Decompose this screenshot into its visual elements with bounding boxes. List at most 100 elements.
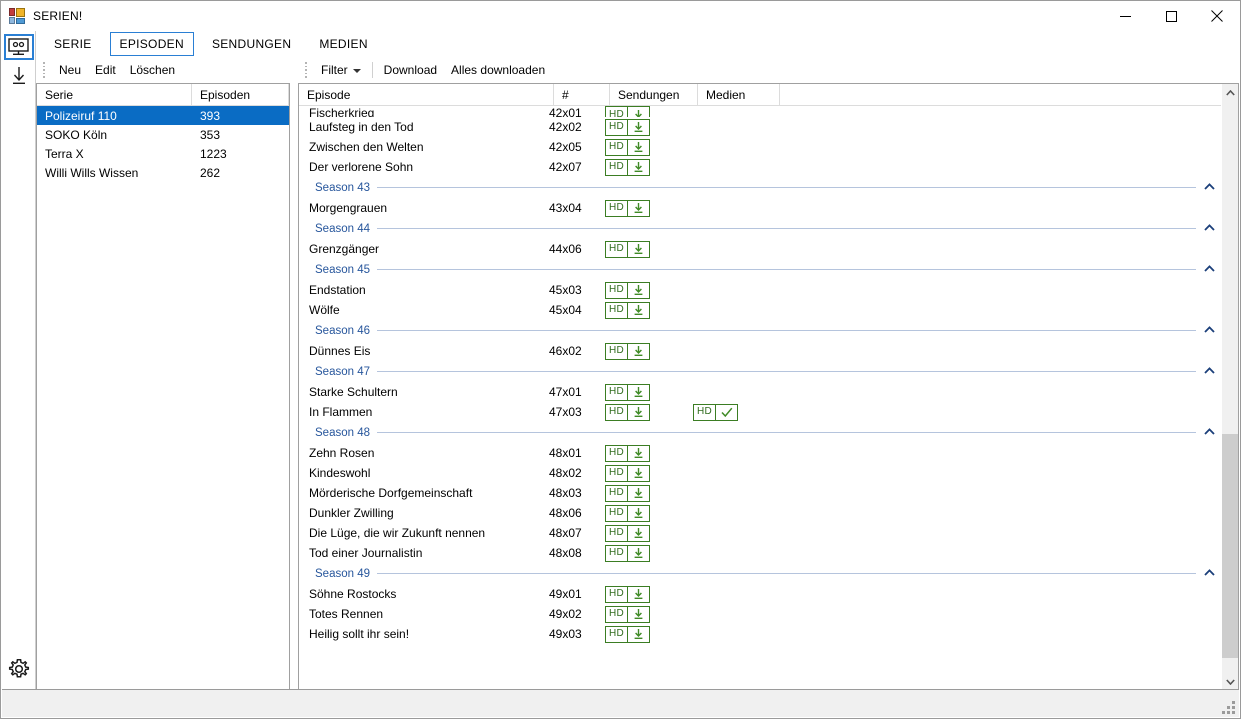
series-row[interactable]: SOKO Köln 353 — [37, 125, 289, 144]
episode-row[interactable]: Morgengrauen 43x04 HD — [299, 198, 1221, 218]
download-icon[interactable] — [628, 403, 650, 421]
filter-dropdown[interactable]: Filter — [314, 60, 368, 80]
download-icon[interactable] — [628, 625, 650, 643]
scroll-down-button[interactable] — [1222, 673, 1238, 690]
broadcast-badge[interactable]: HD — [605, 158, 650, 176]
broadcast-badge[interactable]: HD — [605, 240, 650, 258]
tab-serie[interactable]: SERIE — [54, 36, 92, 51]
broadcast-badge[interactable]: HD — [605, 106, 650, 117]
episode-row[interactable]: Söhne Rostocks 49x01 HD — [299, 584, 1221, 604]
episode-row[interactable]: Tod einer Journalistin 48x08 HD — [299, 543, 1221, 563]
column-header-episode[interactable]: ⌃ Episode — [299, 84, 554, 106]
series-row[interactable]: Polizeiruf 110 393 — [37, 106, 289, 125]
download-icon[interactable] — [628, 138, 650, 156]
broadcast-badge[interactable]: HD — [605, 605, 650, 623]
chevron-up-icon[interactable] — [1204, 182, 1215, 193]
broadcast-badge[interactable]: HD — [605, 301, 650, 319]
tv-monitor-icon[interactable] — [3, 34, 34, 60]
gear-icon[interactable] — [4, 655, 34, 683]
episodes-list[interactable]: ⌃ Episode # Sendungen Medien Fischerkrie… — [298, 83, 1239, 691]
episode-row[interactable]: Zehn Rosen 48x01 HD — [299, 443, 1221, 463]
broadcast-badge[interactable]: HD — [605, 342, 650, 360]
tab-medien[interactable]: MEDIEN — [319, 36, 368, 51]
column-header-medien[interactable]: Medien — [698, 84, 780, 106]
media-badge[interactable]: HD — [693, 403, 738, 421]
broadcast-badge[interactable]: HD — [605, 281, 650, 299]
episode-row[interactable]: Fischerkrieg 42x01 HD — [299, 106, 1221, 117]
episode-row[interactable]: In Flammen 47x03 HD HD — [299, 402, 1221, 422]
episode-row[interactable]: Dunkler Zwilling 48x06 HD — [299, 503, 1221, 523]
tab-sendungen[interactable]: SENDUNGEN — [211, 36, 292, 51]
season-group-header[interactable]: Season 43 — [299, 177, 1221, 198]
series-row[interactable]: Willi Wills Wissen 262 — [37, 163, 289, 182]
episodes-vertical-scrollbar[interactable] — [1221, 84, 1238, 690]
episode-row[interactable]: Mörderische Dorfgemeinschaft 48x03 HD — [299, 483, 1221, 503]
episode-row[interactable]: Laufsteg in den Tod 42x02 HD — [299, 117, 1221, 137]
chevron-up-icon[interactable] — [1204, 366, 1215, 377]
resize-grip[interactable] — [1221, 700, 1235, 714]
toolbar-grip[interactable] — [40, 62, 48, 78]
episode-row[interactable]: Wölfe 45x04 HD — [299, 300, 1221, 320]
chevron-up-icon[interactable] — [1204, 427, 1215, 438]
broadcast-badge[interactable]: HD — [605, 118, 650, 136]
edit-button[interactable]: Edit — [95, 63, 116, 77]
download-icon[interactable] — [628, 281, 650, 299]
broadcast-badge[interactable]: HD — [605, 585, 650, 603]
download-button[interactable]: Download — [383, 63, 438, 77]
broadcast-badge[interactable]: HD — [605, 625, 650, 643]
column-header-episoden[interactable]: Episoden — [192, 84, 289, 106]
broadcast-badge[interactable]: HD — [605, 544, 650, 562]
season-group-header[interactable]: Season 46 — [299, 320, 1221, 341]
download-icon[interactable] — [628, 199, 650, 217]
download-icon[interactable] — [628, 524, 650, 542]
download-icon[interactable] — [628, 444, 650, 462]
download-icon[interactable] — [628, 484, 650, 502]
scroll-up-button[interactable] — [1222, 84, 1238, 101]
scrollbar-thumb[interactable] — [1222, 433, 1238, 658]
download-all-button[interactable]: Alles downloaden — [451, 63, 546, 77]
column-header-serie[interactable]: ⌃ Serie — [37, 84, 192, 106]
broadcast-badge[interactable]: HD — [605, 383, 650, 401]
download-icon[interactable] — [628, 118, 650, 136]
check-icon[interactable] — [716, 403, 738, 421]
episode-row[interactable]: Grenzgänger 44x06 HD — [299, 239, 1221, 259]
chevron-up-icon[interactable] — [1204, 568, 1215, 579]
broadcast-badge[interactable]: HD — [605, 403, 650, 421]
season-group-header[interactable]: Season 48 — [299, 422, 1221, 443]
broadcast-badge[interactable]: HD — [605, 524, 650, 542]
broadcast-badge[interactable]: HD — [605, 484, 650, 502]
download-icon[interactable] — [628, 106, 650, 117]
chevron-up-icon[interactable] — [1204, 325, 1215, 336]
toolbar-grip[interactable] — [302, 62, 310, 78]
download-icon[interactable] — [628, 240, 650, 258]
season-group-header[interactable]: Season 47 — [299, 361, 1221, 382]
new-button[interactable]: Neu — [59, 63, 82, 77]
tab-episoden[interactable]: EPISODEN — [109, 31, 194, 56]
episode-row[interactable]: Starke Schultern 47x01 HD — [299, 382, 1221, 402]
episode-row[interactable]: Der verlorene Sohn 42x07 HD — [299, 157, 1221, 177]
season-group-header[interactable]: Season 45 — [299, 259, 1221, 280]
episode-row[interactable]: Zwischen den Welten 42x05 HD — [299, 137, 1221, 157]
season-group-header[interactable]: Season 49 — [299, 563, 1221, 584]
download-icon[interactable] — [628, 383, 650, 401]
download-icon[interactable] — [628, 158, 650, 176]
episode-row[interactable]: Heilig sollt ihr sein! 49x03 HD — [299, 624, 1221, 644]
download-icon[interactable] — [628, 301, 650, 319]
broadcast-badge[interactable]: HD — [605, 464, 650, 482]
broadcast-badge[interactable]: HD — [605, 504, 650, 522]
download-icon[interactable] — [628, 504, 650, 522]
episode-row[interactable]: Kindeswohl 48x02 HD — [299, 463, 1221, 483]
close-icon[interactable] — [1194, 1, 1240, 31]
column-header-sendungen[interactable]: Sendungen — [610, 84, 698, 106]
download-arrow-icon[interactable] — [4, 63, 34, 89]
series-row[interactable]: Terra X 1223 — [37, 144, 289, 163]
delete-button[interactable]: Löschen — [129, 63, 176, 77]
maximize-icon[interactable] — [1148, 1, 1194, 31]
chevron-up-icon[interactable] — [1204, 264, 1215, 275]
episode-row[interactable]: Totes Rennen 49x02 HD — [299, 604, 1221, 624]
series-list[interactable]: ⌃ Serie Episoden Polizeiruf 110 393 SOKO K… — [36, 83, 290, 691]
chevron-up-icon[interactable] — [1204, 223, 1215, 234]
episode-row[interactable]: Dünnes Eis 46x02 HD — [299, 341, 1221, 361]
season-group-header[interactable]: Season 44 — [299, 218, 1221, 239]
broadcast-badge[interactable]: HD — [605, 138, 650, 156]
